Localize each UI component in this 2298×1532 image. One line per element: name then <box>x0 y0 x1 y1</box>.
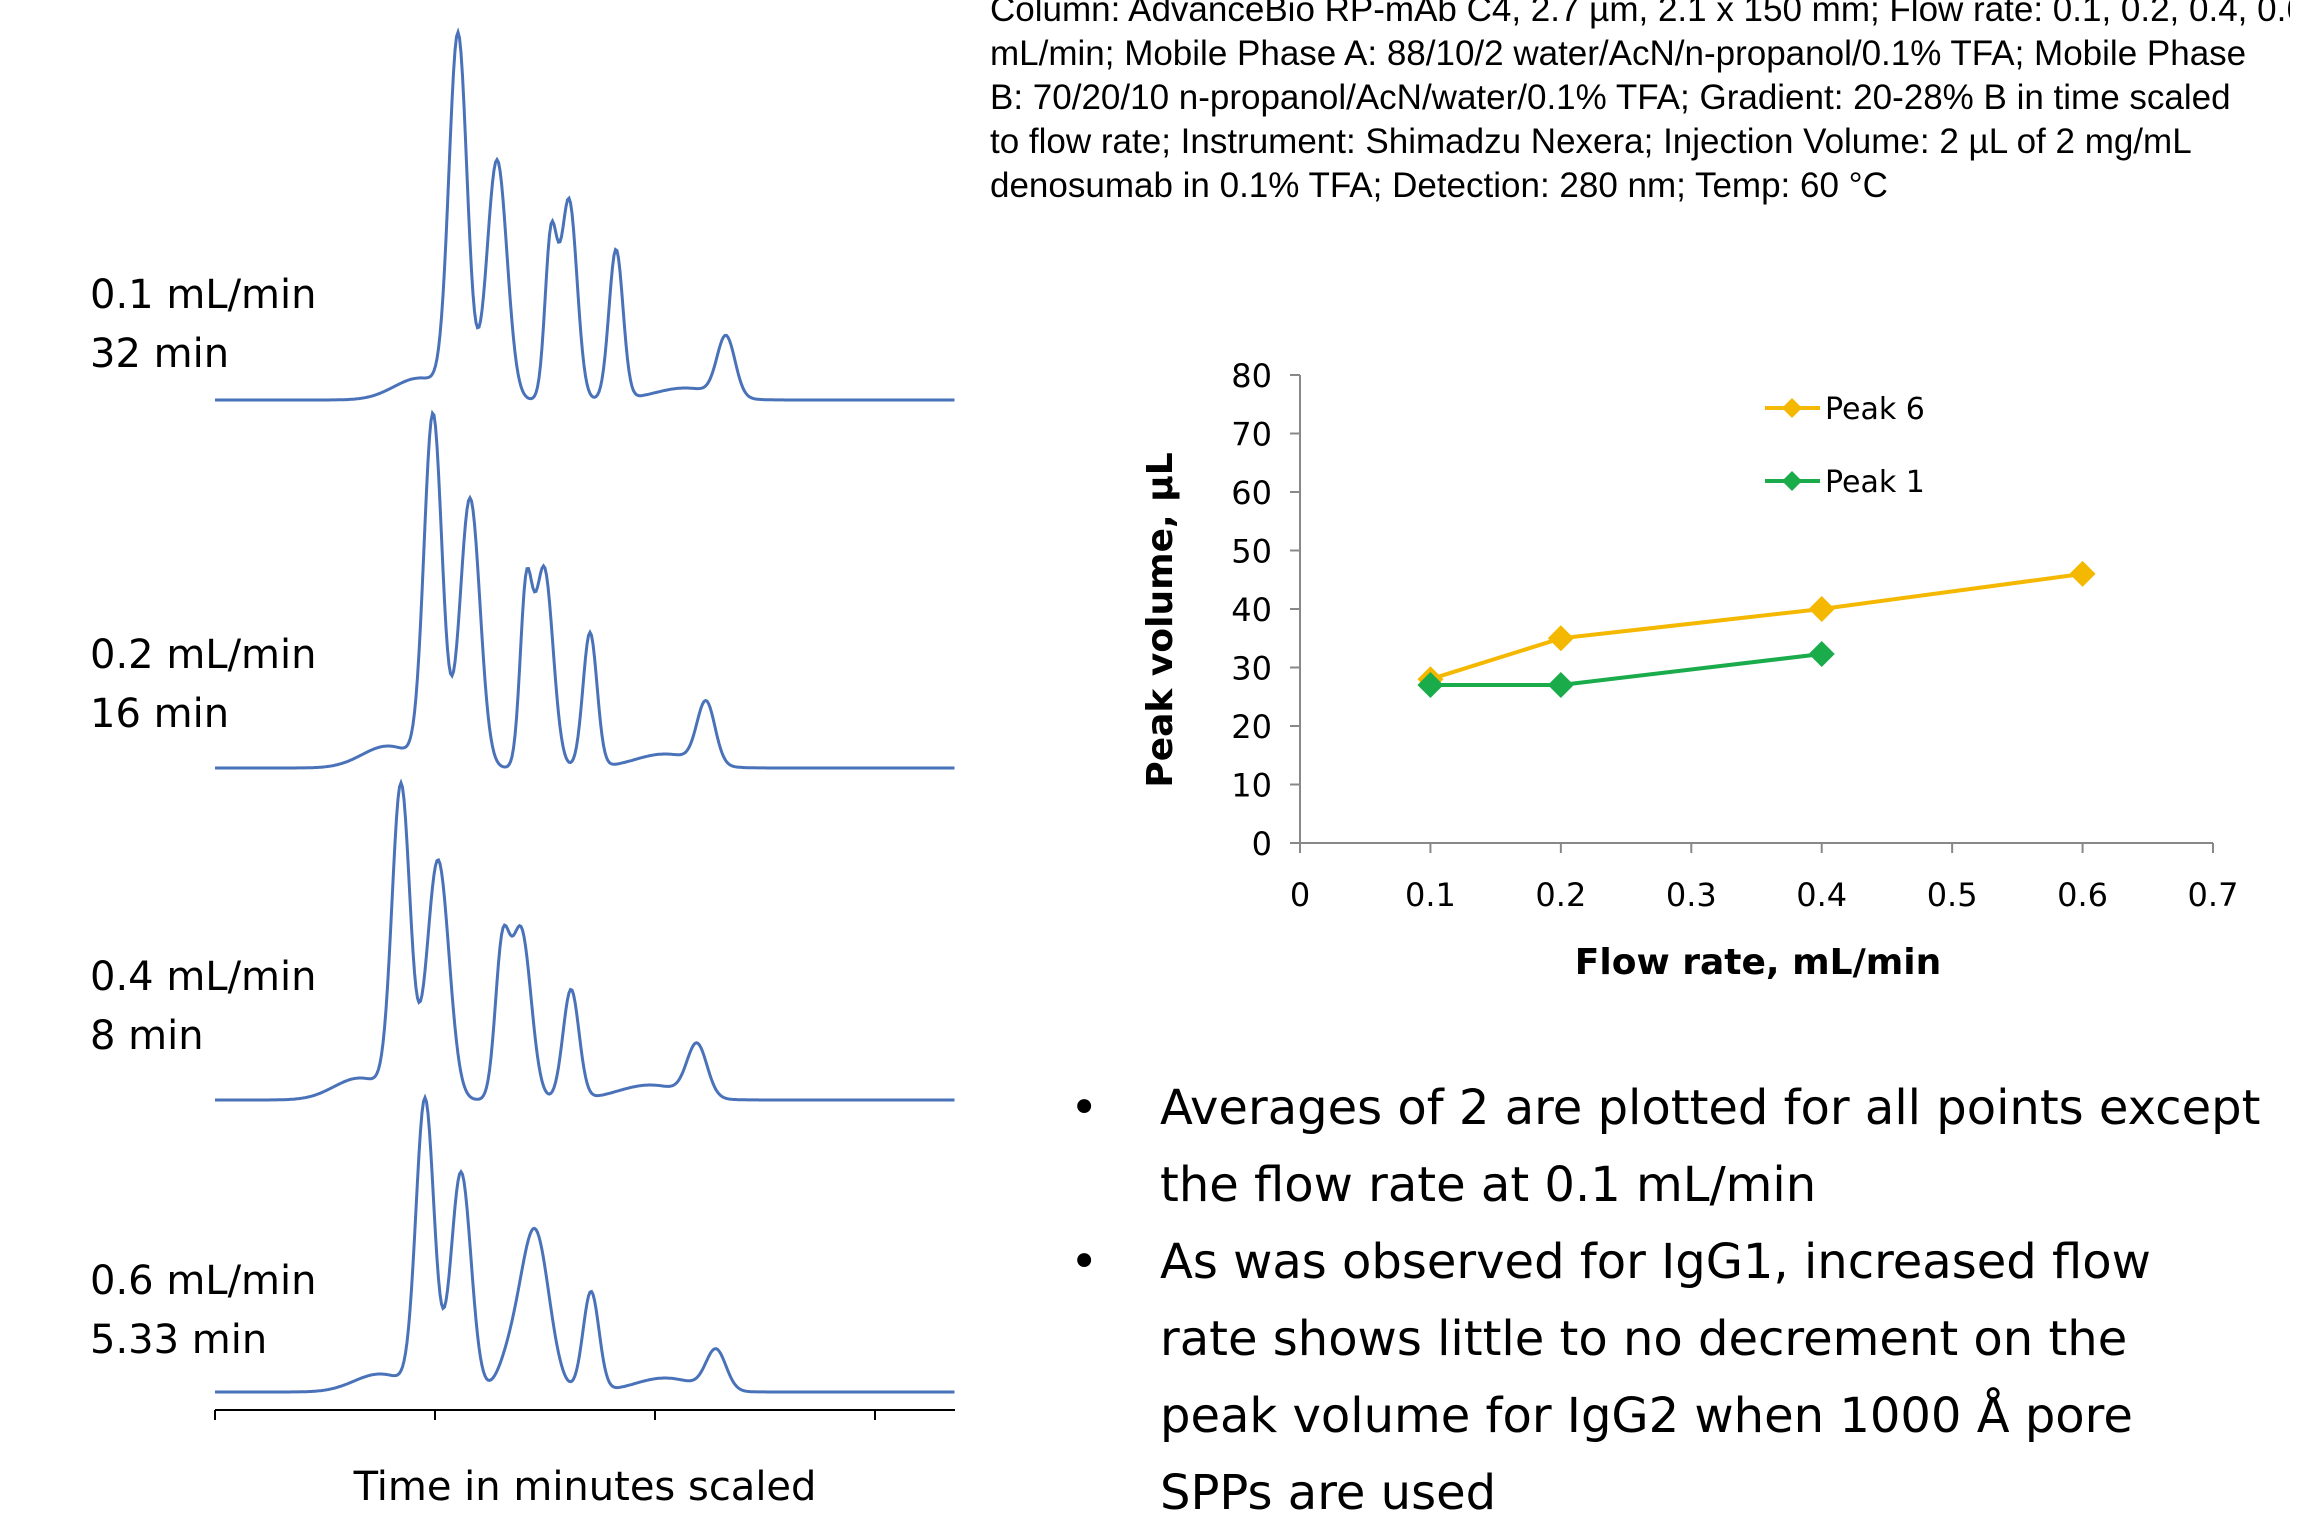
legend-marker-icon <box>1782 471 1802 491</box>
flow-rate-label: 0.6 mL/min <box>90 1258 317 1304</box>
flow-rate-label: 0.4 mL/min <box>90 954 317 1000</box>
caption-line: denosumab in 0.1% TFA; Detection: 280 nm… <box>990 166 1888 205</box>
bullet-line: SPPs are used <box>1160 1465 1497 1521</box>
caption-line: B: 70/20/10 n-propanol/AcN/water/0.1% TF… <box>990 78 2231 117</box>
caption-line: Column: AdvanceBio RP-mAb C4, 2.7 µm, 2.… <box>990 0 2290 29</box>
y-tick-label: 50 <box>1231 533 1272 571</box>
flow-rate-label: 0.1 mL/min <box>90 272 317 318</box>
data-point <box>2069 560 2096 587</box>
legend-marker-icon <box>1782 398 1802 418</box>
y-tick-label: 40 <box>1231 591 1272 629</box>
bullet-item: • Averages of 2 are plotted for all poin… <box>1070 1070 2298 1224</box>
data-point <box>1547 672 1574 699</box>
run-time-label: 8 min <box>90 1013 204 1059</box>
x-tick-label: 0.1 <box>1405 876 1456 914</box>
bullet-line: peak volume for IgG2 when 1000 Å pore <box>1160 1388 2133 1444</box>
x-axis-title: Flow rate, mL/min <box>1575 942 1941 983</box>
x-tick-label: 0.6 <box>2057 876 2108 914</box>
bullet-dot-icon: • <box>1070 1080 1099 1136</box>
flow-rate-label: 0.2 mL/min <box>90 632 317 678</box>
caption-line: to flow rate; Instrument: Shimadzu Nexer… <box>990 122 2192 161</box>
chromatogram-trace <box>215 409 955 770</box>
legend-label: Peak 1 <box>1825 465 1925 500</box>
data-point <box>1547 625 1574 652</box>
chromatogram-trace <box>215 1093 955 1394</box>
y-tick-label: 20 <box>1231 708 1272 746</box>
chromatogram-trace <box>215 778 955 1102</box>
y-tick-label: 60 <box>1231 474 1272 512</box>
y-tick-label: 30 <box>1231 650 1272 688</box>
x-tick-label: 0.2 <box>1535 876 1586 914</box>
run-time-label: 16 min <box>90 691 230 737</box>
run-time-label: 32 min <box>90 331 230 377</box>
x-tick-label: 0.5 <box>1927 876 1978 914</box>
legend-label: Peak 6 <box>1825 392 1925 427</box>
data-point <box>1808 596 1835 622</box>
trace-label-0.4: 0.4 mL/min 8 min <box>90 948 316 1066</box>
bullet-list: • Averages of 2 are plotted for all poin… <box>1070 1070 2298 1532</box>
bullet-item: • As was observed for IgG1, increased fl… <box>1070 1224 2298 1532</box>
bullet-line: the flow rate at 0.1 mL/min <box>1160 1157 1817 1213</box>
bullet-line: As was observed for IgG1, increased flow <box>1160 1234 2151 1290</box>
chromatogram-trace <box>215 27 955 402</box>
y-tick-label: 80 <box>1231 357 1272 395</box>
x-tick-label: 0.3 <box>1666 876 1717 914</box>
y-axis-title: Peak volume, µL <box>1140 452 1181 787</box>
chromatogram-panel <box>214 27 955 1420</box>
chart-axes: 0 10 20 30 40 50 60 70 80 0 0.1 0.2 0.3 0.4 0.5 0.6 0.7 <box>1231 357 2238 914</box>
y-tick-label: 10 <box>1231 767 1272 805</box>
series-line <box>1430 652 1822 687</box>
trace-label-0.1: 0.1 mL/min 32 min <box>90 266 316 384</box>
run-time-label: 5.33 min <box>90 1317 268 1363</box>
trace-label-0.2: 0.2 mL/min 16 min <box>90 626 316 744</box>
method-caption: Column: AdvanceBio RP-mAb C4, 2.7 µm, 2.… <box>990 0 2290 208</box>
x-tick-label: 0 <box>1290 876 1310 914</box>
y-tick-label: 70 <box>1231 416 1272 454</box>
bullet-line: rate shows little to no decrement on the <box>1160 1311 2128 1367</box>
data-point <box>1417 672 1444 699</box>
bullet-dot-icon: • <box>1070 1234 1099 1290</box>
caption-line: mL/min; Mobile Phase A: 88/10/2 water/Ac… <box>990 34 2247 73</box>
x-tick-label: 0.7 <box>2188 876 2239 914</box>
bullet-line: Averages of 2 are plotted for all points… <box>1160 1080 2261 1136</box>
chart-legend: Peak 6 Peak 1 <box>1765 392 1925 500</box>
data-point <box>1808 641 1835 668</box>
chromatogram-x-title: Time in minutes scaled <box>353 1464 817 1510</box>
chart-series <box>1417 560 2096 699</box>
y-tick-label: 0 <box>1252 825 1272 863</box>
series-line <box>1429 571 2083 682</box>
chromatogram-traces <box>215 27 955 1394</box>
trace-label-0.6: 0.6 mL/min 5.33 min <box>90 1252 316 1370</box>
x-tick-label: 0.4 <box>1796 876 1847 914</box>
